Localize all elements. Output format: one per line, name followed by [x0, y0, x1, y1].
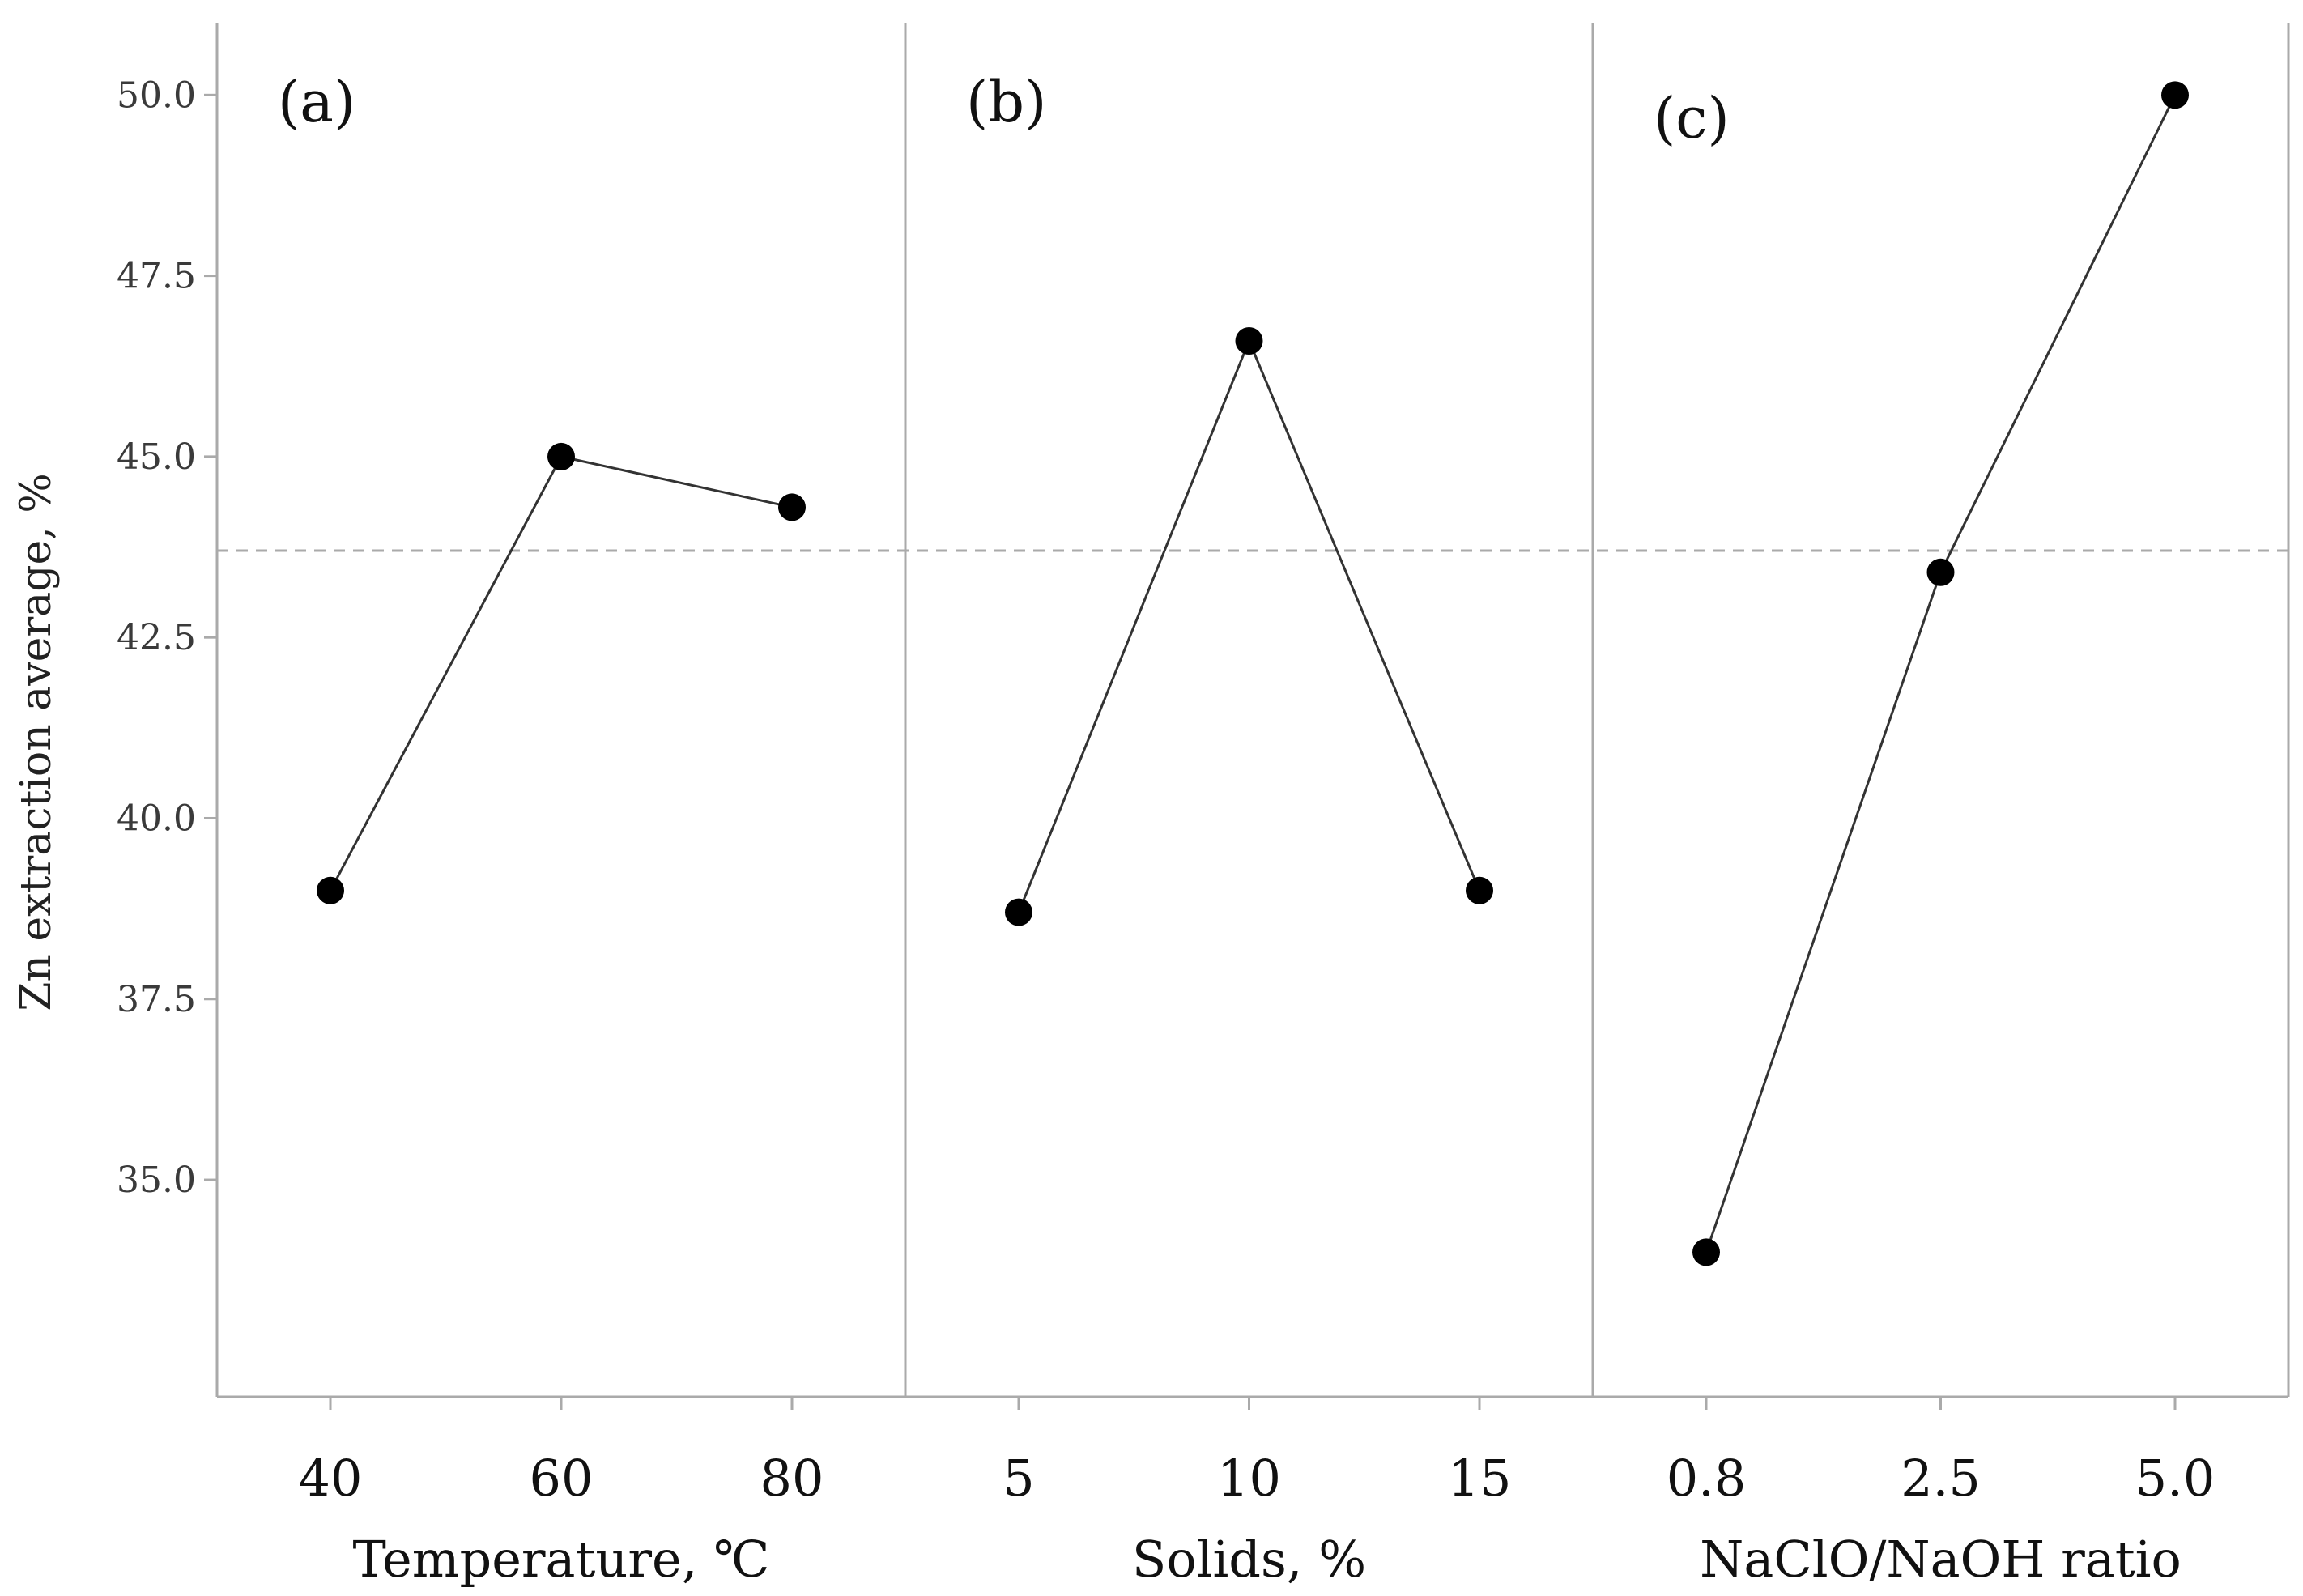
- y-axis-title: Zn extraction average, %: [12, 473, 61, 1011]
- x-axis-title: Temperature, ℃: [353, 1530, 770, 1589]
- x-tick-label: 2.5: [1901, 1449, 1981, 1508]
- data-point: [1692, 1238, 1720, 1266]
- y-tick-label: 42.5: [117, 617, 196, 658]
- y-tick-label: 45.0: [117, 436, 196, 478]
- x-axis-title: Solids, %: [1132, 1530, 1366, 1589]
- x-tick-label: 15: [1448, 1449, 1512, 1508]
- series-line: [329, 455, 793, 892]
- data-point: [547, 442, 575, 470]
- data-point: [778, 493, 806, 521]
- panel-tag: (b): [966, 69, 1046, 135]
- y-tick-label: 40.0: [117, 798, 196, 839]
- y-tick-label: 50.0: [117, 74, 196, 116]
- y-tick-label: 37.5: [117, 979, 196, 1020]
- x-tick-label: 0.8: [1667, 1449, 1747, 1508]
- series-line: [1017, 338, 1481, 913]
- axis-layer: 35.0 37.5 40.0 42.5 45.0 47.5 50.0 40 60 80 5 10 15 0…: [117, 74, 2215, 1508]
- y-tick-label: 35.0: [117, 1160, 196, 1201]
- chart-frame: [215, 23, 2290, 1398]
- label-layer: Zn extraction average, % Temperature, ℃ (a…: [12, 69, 2182, 1589]
- data-point: [1926, 558, 1955, 586]
- x-tick-label: 5.0: [2135, 1449, 2216, 1508]
- data-point: [1005, 898, 1032, 926]
- data-point: [317, 876, 344, 904]
- x-tick-label: 80: [760, 1449, 824, 1508]
- x-tick-label: 60: [530, 1449, 594, 1508]
- data-point: [1466, 876, 1493, 904]
- x-tick-label: 40: [299, 1449, 363, 1508]
- x-tick-label: 5: [1003, 1449, 1034, 1508]
- series-line: [1705, 94, 2177, 1253]
- x-axis-title: NaClO/NaOH ratio: [1700, 1530, 2182, 1589]
- panel-tag: (c): [1654, 85, 1730, 151]
- panel-tag: (a): [278, 69, 355, 135]
- data-point: [1235, 326, 1263, 355]
- y-tick-label: 47.5: [117, 256, 196, 297]
- x-tick-label: 10: [1217, 1449, 1281, 1508]
- series-layer: [317, 81, 2189, 1266]
- data-point: [2161, 81, 2189, 109]
